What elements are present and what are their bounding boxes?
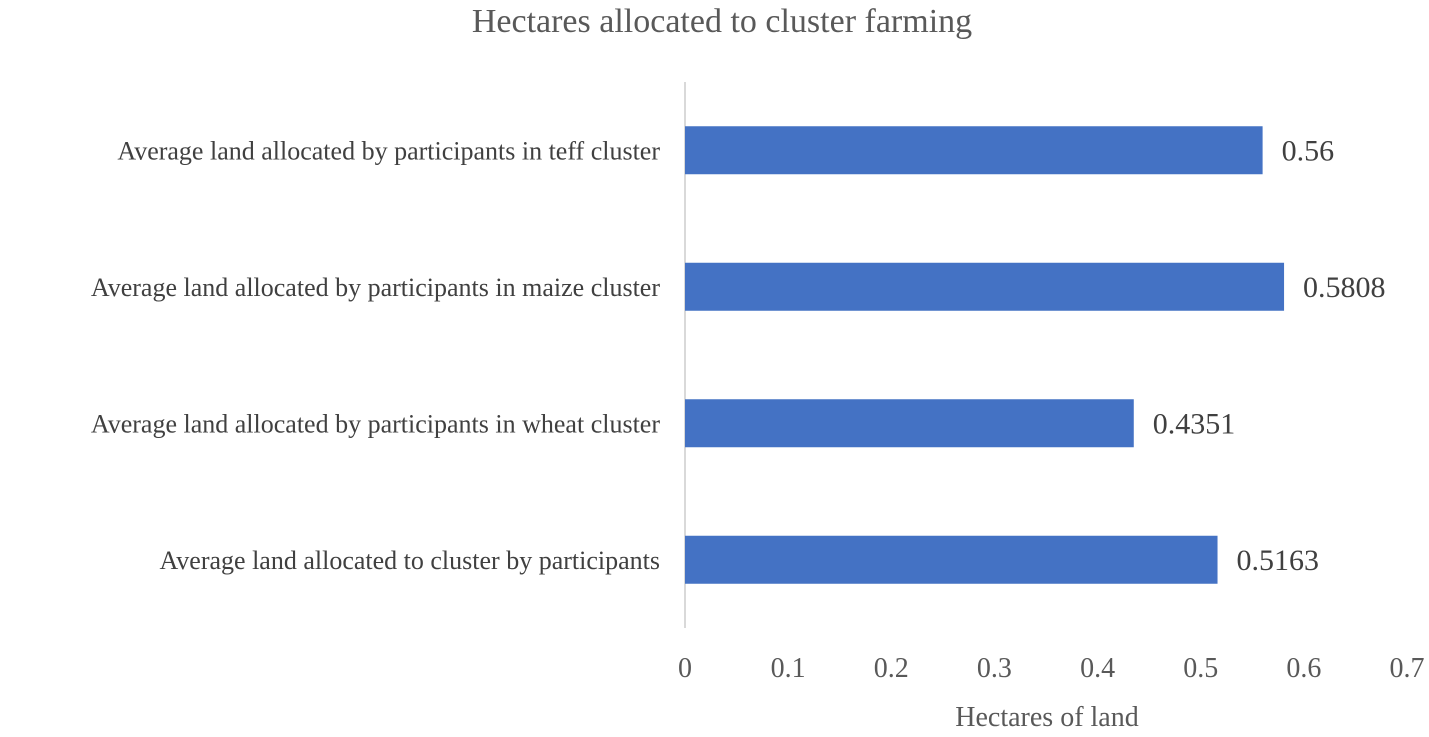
x-tick-label-5: 0.5 — [1183, 653, 1218, 684]
x-tick-label-6: 0.6 — [1286, 653, 1321, 684]
data-label-1: 0.56 — [1282, 134, 1335, 167]
category-label-1: Average land allocated by participants i… — [117, 136, 660, 165]
chart-title: Hectares allocated to cluster farming — [472, 3, 972, 40]
category-label-2: Average land allocated by participants i… — [91, 273, 660, 302]
category-label-4: Average land allocated to cluster by par… — [159, 546, 660, 575]
data-label-2: 0.5808 — [1303, 271, 1386, 304]
bar-4 — [685, 535, 1218, 584]
x-tick-label-7: 0.7 — [1390, 653, 1425, 684]
x-tick-label-1: 0.1 — [771, 653, 806, 684]
bars-group — [685, 126, 1285, 584]
x-axis-title: Hectares of land — [955, 702, 1138, 733]
x-tick-labels: 0 0.1 0.2 0.3 0.4 0.5 0.6 0.7 — [678, 653, 1425, 684]
data-label-4: 0.5163 — [1237, 544, 1320, 577]
category-labels: Average land allocated by participants i… — [91, 136, 660, 575]
x-tick-label-4: 0.4 — [1080, 653, 1115, 684]
bar-3 — [685, 399, 1134, 448]
data-labels: 0.56 0.5808 0.4351 0.5163 — [1153, 134, 1386, 577]
bar-2 — [685, 262, 1285, 311]
x-tick-label-3: 0.3 — [977, 653, 1012, 684]
data-label-3: 0.4351 — [1153, 407, 1236, 440]
category-label-3: Average land allocated by participants i… — [91, 409, 660, 438]
x-tick-label-0: 0 — [678, 653, 692, 684]
x-tick-label-2: 0.2 — [874, 653, 909, 684]
bar-1 — [685, 126, 1263, 175]
